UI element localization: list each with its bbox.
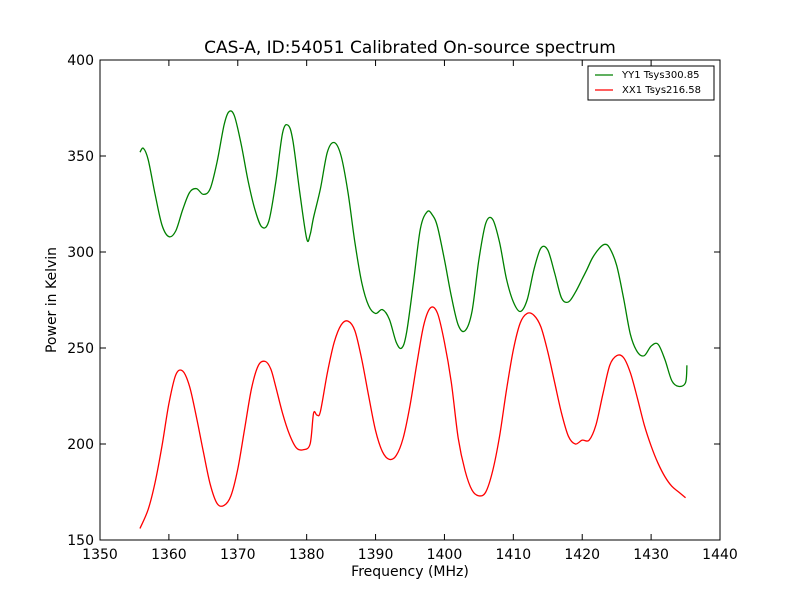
legend-label-yy1: YY1 Tsys300.85 (621, 70, 700, 81)
x-tick-label: 1390 (358, 547, 394, 563)
y-tick-label: 250 (67, 341, 94, 357)
x-tick-label: 1370 (220, 547, 256, 563)
legend-box (587, 65, 715, 101)
plot-frame (99, 59, 721, 541)
x-tick-label: 1350 (82, 547, 118, 563)
x-tick-label: 1430 (633, 547, 669, 563)
y-tick-label: 300 (67, 245, 94, 261)
x-tick-label: 1440 (702, 547, 738, 563)
plot-lines (139, 110, 688, 529)
y-tick-label: 150 (67, 533, 94, 549)
x-tick-label: 1420 (564, 547, 600, 563)
x-tick-label: 1360 (151, 547, 187, 563)
x-tick-label: 1410 (496, 547, 532, 563)
legend: YY1 Tsys300.85 XX1 Tsys216.58 (587, 65, 715, 101)
chart-title: CAS-A, ID:54051 Calibrated On-source spe… (204, 38, 616, 58)
y-tick-label: 200 (67, 437, 94, 453)
y-axis: 150 200 250 300 350 400 (67, 53, 720, 549)
x-tick-label: 1380 (289, 547, 325, 563)
y-tick-label: 350 (67, 149, 94, 165)
x-axis-title: Frequency (MHz) (351, 564, 469, 580)
y-axis-title: Power in Kelvin (44, 247, 60, 353)
y-tick-label: 400 (67, 53, 94, 69)
x-axis: 1350 1360 1370 1380 1390 1400 1410 1420 1430 1440 (82, 60, 738, 563)
x-tick-label: 1400 (427, 547, 463, 563)
legend-label-xx1: XX1 Tsys216.58 (622, 85, 701, 96)
series-line-xx1 (139, 306, 686, 529)
series-line-yy1 (139, 110, 688, 388)
